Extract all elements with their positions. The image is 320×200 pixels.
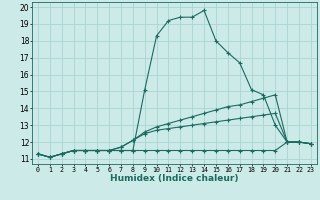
X-axis label: Humidex (Indice chaleur): Humidex (Indice chaleur) [110,174,239,183]
